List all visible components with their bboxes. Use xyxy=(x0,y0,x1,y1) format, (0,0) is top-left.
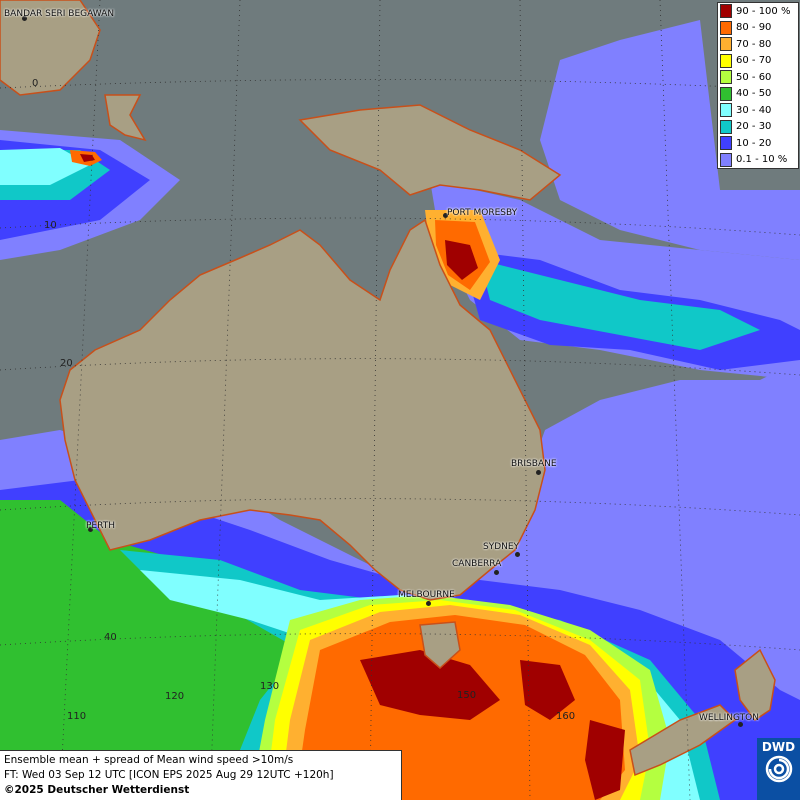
legend-swatch xyxy=(720,53,732,68)
city-melbourne: MELBOURNE xyxy=(398,590,455,600)
borneo xyxy=(0,0,101,96)
city-brisbane: BRISBANE xyxy=(511,459,557,469)
legend-label: 50 - 60 xyxy=(736,71,772,83)
dwd-logo-text: DWD xyxy=(761,740,796,754)
new-zealand-south xyxy=(629,704,737,777)
legend-row: 50 - 60 xyxy=(718,69,798,86)
forecast-time: FT: Wed 03 Sep 12 UTC [ICON EPS 2025 Aug… xyxy=(4,769,334,781)
legend-label: 40 - 50 xyxy=(736,88,772,100)
city-bandar-seri-begawan: BANDAR SERI BEGAWAN xyxy=(4,9,115,19)
product-title: Ensemble mean + spread of Mean wind spee… xyxy=(4,754,294,766)
legend-swatch xyxy=(720,119,732,134)
landmass xyxy=(0,0,776,777)
legend-label: 20 - 30 xyxy=(736,121,772,133)
legend-swatch xyxy=(720,4,732,19)
tasmania xyxy=(419,621,461,670)
legend-label: 80 - 90 xyxy=(736,22,772,34)
legend-row: 30 - 40 xyxy=(718,102,798,119)
city-dot xyxy=(88,527,93,532)
dwd-logo: DWD xyxy=(757,738,800,800)
copyright: ©2025 Deutscher Wetterdienst xyxy=(4,784,190,796)
legend-swatch xyxy=(720,20,732,35)
city-perth: PERTH xyxy=(86,521,115,531)
lon-label-120: 120 xyxy=(165,691,185,702)
lat-label-20: 20 xyxy=(60,358,73,369)
legend-row: 20 - 30 xyxy=(718,119,798,136)
city-dot xyxy=(536,470,541,475)
city-dot xyxy=(738,722,743,727)
legend-row: 70 - 80 xyxy=(718,36,798,53)
legend-label: 60 - 70 xyxy=(736,55,772,67)
city-dot xyxy=(494,570,499,575)
legend-swatch xyxy=(720,103,732,118)
new-guinea xyxy=(298,104,562,201)
legend-swatch xyxy=(720,152,732,167)
legend-swatch xyxy=(720,37,732,52)
city-canberra: CANBERRA xyxy=(452,559,502,569)
sulawesi xyxy=(104,94,147,142)
legend-label: 70 - 80 xyxy=(736,38,772,50)
lon-label-130: 130 xyxy=(260,681,280,692)
legend-row: 40 - 50 xyxy=(718,86,798,103)
legend-label: 10 - 20 xyxy=(736,137,772,149)
legend-row: 10 - 20 xyxy=(718,135,798,152)
lon-label-110: 110 xyxy=(67,711,87,722)
city-dot xyxy=(443,213,448,218)
new-zealand-north xyxy=(734,648,776,722)
dwd-swirl-icon xyxy=(765,755,792,783)
legend-swatch xyxy=(720,86,732,101)
city-dot xyxy=(426,601,431,606)
city-dot xyxy=(515,552,520,557)
city-sydney: SYDNEY xyxy=(483,542,520,552)
lat-label-10: 10 xyxy=(44,220,57,231)
city-dot xyxy=(22,16,27,21)
info-box: Ensemble mean + spread of Mean wind spee… xyxy=(0,750,402,800)
australia xyxy=(59,218,546,601)
city-port-moresby: PORT MORESBY xyxy=(447,208,518,218)
lat-label-40: 40 xyxy=(104,632,117,643)
legend-swatch xyxy=(720,70,732,85)
city-wellington: WELLINGTON xyxy=(699,713,759,723)
legend-label: 30 - 40 xyxy=(736,104,772,116)
legend-label: 90 - 100 % xyxy=(736,5,791,17)
legend-row: 0.1 - 10 % xyxy=(718,152,798,169)
legend-row: 80 - 90 xyxy=(718,20,798,37)
legend-row: 90 - 100 % xyxy=(718,3,798,20)
legend-label: 0.1 - 10 % xyxy=(736,154,788,166)
lon-label-150: 150 xyxy=(457,690,477,701)
legend-swatch xyxy=(720,136,732,151)
legend-row: 60 - 70 xyxy=(718,53,798,70)
lat-label-0: 0 xyxy=(32,78,39,89)
probability-legend: 90 - 100 % 80 - 90 70 - 80 60 - 70 50 - 60 40… xyxy=(717,2,799,169)
lon-label-160: 160 xyxy=(556,711,576,722)
